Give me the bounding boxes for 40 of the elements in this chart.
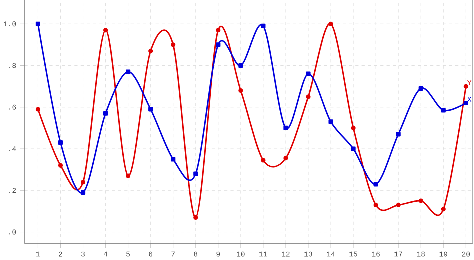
point bbox=[58, 140, 64, 145]
point bbox=[441, 206, 446, 212]
point bbox=[80, 190, 86, 195]
point bbox=[261, 158, 266, 163]
point bbox=[238, 63, 244, 68]
point bbox=[374, 202, 378, 208]
point bbox=[148, 48, 154, 54]
point bbox=[284, 156, 288, 161]
point bbox=[171, 157, 176, 162]
point bbox=[103, 111, 108, 116]
point bbox=[126, 70, 131, 74]
point bbox=[351, 126, 356, 130]
point bbox=[328, 22, 334, 26]
point bbox=[261, 24, 266, 28]
point bbox=[418, 86, 424, 91]
point bbox=[148, 107, 154, 112]
point bbox=[306, 94, 311, 100]
point bbox=[328, 120, 334, 124]
point bbox=[306, 72, 311, 76]
point bbox=[464, 84, 468, 89]
point bbox=[36, 22, 41, 26]
point bbox=[418, 198, 424, 204]
point bbox=[351, 146, 356, 152]
point bbox=[464, 100, 468, 106]
point bbox=[36, 107, 41, 112]
point bbox=[238, 88, 244, 93]
point bbox=[194, 172, 198, 176]
point bbox=[80, 180, 86, 184]
point bbox=[194, 215, 198, 220]
point bbox=[374, 182, 378, 187]
point bbox=[396, 202, 401, 208]
point bbox=[126, 174, 131, 178]
point bbox=[216, 28, 221, 33]
point bbox=[284, 126, 288, 130]
point bbox=[103, 28, 108, 33]
point bbox=[441, 108, 446, 113]
point bbox=[171, 42, 176, 48]
point bbox=[58, 163, 64, 168]
point bbox=[396, 132, 401, 137]
point bbox=[216, 42, 221, 48]
